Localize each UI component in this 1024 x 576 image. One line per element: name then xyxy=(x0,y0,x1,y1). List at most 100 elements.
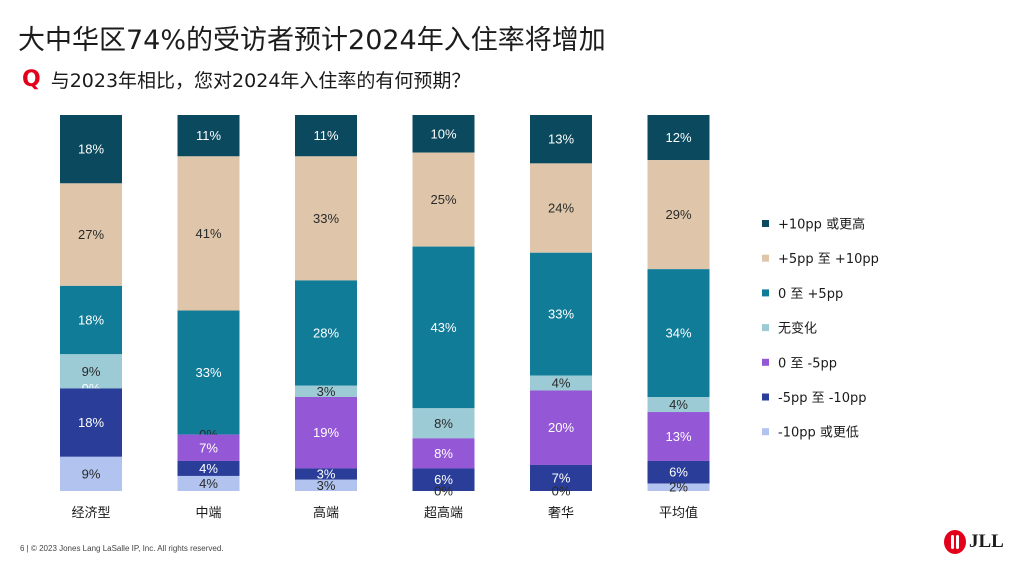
bar-segment-s0-c0 xyxy=(60,115,122,184)
legend-label-6: -10pp 或更低 xyxy=(778,426,859,441)
bar-segment-s3-c4 xyxy=(530,375,592,391)
category-label-1: 中端 xyxy=(195,506,221,521)
data-label-s1-c2: 33% xyxy=(313,211,339,226)
bar-segment-s1-c4 xyxy=(530,163,592,253)
data-label-s3-c3: 8% xyxy=(434,416,453,431)
data-label-s5-c1: 4% xyxy=(199,461,218,476)
data-label-s4-c5: 13% xyxy=(665,429,691,444)
data-label-s5-c0: 18% xyxy=(78,415,104,430)
bar-segment-s1-c0 xyxy=(60,183,122,286)
data-label-s2-c1: 33% xyxy=(195,365,221,380)
data-label-s0-c5: 12% xyxy=(665,130,691,145)
question-mark: Q xyxy=(22,67,41,92)
bar-segment-s4-c3 xyxy=(412,438,475,469)
data-label-s1-c5: 29% xyxy=(665,207,691,222)
data-label-s4-c1: 7% xyxy=(199,440,218,455)
bar-segment-s2-c4 xyxy=(530,252,592,376)
bar-segment-s3-c2 xyxy=(295,385,357,397)
data-label-s5-c2: 3% xyxy=(317,467,336,482)
question-text: 与2023年相比，您对2024年入住率的有何预期？ xyxy=(50,70,471,92)
bar-segment-s4-c1 xyxy=(177,434,240,461)
data-label-s6-c5: 2% xyxy=(669,480,688,495)
bar-segment-s5-c1 xyxy=(177,460,240,476)
bar-segment-s1-c3 xyxy=(412,152,475,247)
legend-label-3: 无变化 xyxy=(778,321,817,337)
data-label-s0-c3: 10% xyxy=(430,126,456,141)
data-label-s3-c5: 4% xyxy=(669,397,688,412)
legend-swatch-6 xyxy=(762,428,769,436)
data-label-s1-c3: 25% xyxy=(430,192,456,207)
bar-segment-s2-c5 xyxy=(647,269,710,397)
category-label-4: 奢华 xyxy=(548,506,574,521)
bar-segment-s0-c2 xyxy=(295,115,357,157)
slide-title: 大中华区74%的受访者预计2024年入住率将增加 xyxy=(18,25,606,56)
legend-label-5: -5pp 至 -10pp xyxy=(778,391,866,406)
data-label-s0-c0: 18% xyxy=(78,142,104,157)
bar-segment-s1-c2 xyxy=(295,156,357,281)
bar-segment-s5-c5 xyxy=(647,460,710,484)
legend-label-0: +10pp 或更高 xyxy=(778,217,865,233)
data-label-s0-c1: 11% xyxy=(196,128,221,143)
data-label-s6-c1: 4% xyxy=(199,476,218,491)
data-label-s2-c0: 18% xyxy=(78,313,104,328)
bar-segment-s4-c4 xyxy=(530,390,592,465)
bar-segment-s2-c0 xyxy=(60,285,122,355)
bar-segment-s6-c0 xyxy=(60,456,122,491)
legend-swatch-3 xyxy=(762,324,769,332)
data-label-s6-c0: 9% xyxy=(82,466,101,481)
data-label-s1-c1: 41% xyxy=(195,226,221,241)
bar-segment-s3-c5 xyxy=(647,397,710,413)
data-label-s5-c3: 6% xyxy=(434,472,453,487)
data-label-s3-c2: 3% xyxy=(317,384,336,399)
legend-swatch-5 xyxy=(762,393,769,401)
data-label-s2-c2: 28% xyxy=(313,326,339,341)
data-label-s6-c4: 0% xyxy=(552,484,571,499)
data-label-s2-c5: 34% xyxy=(665,326,691,341)
bar-segment-s5-c3 xyxy=(412,468,475,491)
legend-label-1: +5pp 至 +10pp xyxy=(778,252,879,267)
data-label-s6-c3: 0% xyxy=(434,484,453,499)
bar-segment-s1-c5 xyxy=(647,160,710,270)
bar-segment-s6-c5 xyxy=(647,483,710,491)
data-label-s6-c2: 3% xyxy=(317,478,336,493)
bar-segment-s6-c2 xyxy=(295,479,357,491)
category-label-2: 高端 xyxy=(313,505,339,521)
data-label-s3-c0: 9% xyxy=(82,364,101,379)
bar-segment-s0-c5 xyxy=(647,115,710,161)
bar-segment-s4-c2 xyxy=(295,397,357,469)
data-label-s3-c4: 4% xyxy=(552,376,571,391)
bar-segment-s2-c2 xyxy=(295,280,357,386)
jll-logo-icon xyxy=(944,530,966,554)
legend-label-4: 0 至 -5pp xyxy=(778,356,837,371)
bar-segment-s5-c2 xyxy=(295,468,357,480)
category-label-0: 经济型 xyxy=(71,506,110,521)
legend-swatch-4 xyxy=(762,358,769,366)
category-label-3: 超高端 xyxy=(424,505,463,521)
bar-segment-s3-c0 xyxy=(60,354,122,389)
data-label-s4-c3: 8% xyxy=(434,446,453,461)
data-label-s4-c4: 20% xyxy=(548,420,574,435)
bar-segment-s2-c3 xyxy=(412,246,475,409)
data-label-s1-c0: 27% xyxy=(78,227,104,242)
bar-segment-s6-c1 xyxy=(177,475,240,491)
legend-swatch-0 xyxy=(762,220,769,227)
data-label-s5-c5: 6% xyxy=(669,465,688,480)
data-label-s1-c4: 24% xyxy=(548,201,574,216)
question-line: Q 与2023年相比，您对2024年入住率的有何预期？ xyxy=(22,66,470,93)
jll-logo-text: JLL xyxy=(969,531,1004,552)
bar-segment-s0-c4 xyxy=(530,115,592,164)
bar-segment-s0-c3 xyxy=(412,115,475,153)
jll-logo: JLL xyxy=(944,528,1006,556)
bar-segment-s1-c1 xyxy=(177,156,240,311)
data-label-s4-c2: 19% xyxy=(313,425,339,440)
bar-segment-s4-c5 xyxy=(647,412,710,461)
bar-segment-s3-c3 xyxy=(412,408,475,439)
bar-segment-s5-c4 xyxy=(530,464,592,491)
bar-segment-s0-c1 xyxy=(177,115,240,157)
data-label-s2-c3: 43% xyxy=(430,320,456,335)
data-label-s0-c4: 13% xyxy=(548,132,574,147)
category-label-5: 平均值 xyxy=(659,505,698,521)
legend-swatch-1 xyxy=(762,254,769,262)
bar-segment-s5-c0 xyxy=(60,388,122,457)
